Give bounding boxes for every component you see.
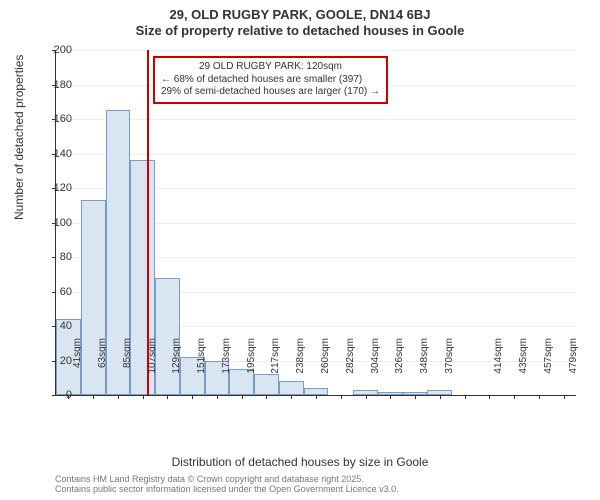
footer-line-2: Contains public sector information licen…	[55, 484, 399, 494]
ytick-label: 20	[32, 355, 72, 367]
y-axis-label: Number of detached properties	[12, 55, 26, 220]
xtick-label: 414sqm	[493, 338, 504, 398]
xtick-label: 370sqm	[444, 338, 455, 398]
xtick-mark	[465, 395, 466, 399]
ytick-label: 40	[32, 320, 72, 332]
ytick-label: 0	[32, 389, 72, 401]
xtick-label: 435sqm	[518, 338, 529, 398]
ytick-label: 120	[32, 182, 72, 194]
xtick-mark	[217, 395, 218, 399]
footer-attribution: Contains HM Land Registry data © Crown c…	[55, 474, 399, 495]
ytick-label: 80	[32, 251, 72, 263]
xtick-label: 260sqm	[320, 338, 331, 398]
xtick-mark	[242, 395, 243, 399]
xtick-label: 326sqm	[394, 338, 405, 398]
ytick-label: 60	[32, 286, 72, 298]
xtick-mark	[366, 395, 367, 399]
gridline-h	[56, 154, 576, 155]
xtick-mark	[341, 395, 342, 399]
annotation-box: 29 OLD RUGBY PARK: 120sqm← 68% of detach…	[153, 56, 388, 104]
ytick-label: 180	[32, 79, 72, 91]
xtick-mark	[316, 395, 317, 399]
chart-title-sub: Size of property relative to detached ho…	[0, 22, 600, 38]
xtick-mark	[415, 395, 416, 399]
xtick-mark	[118, 395, 119, 399]
chart-title-main: 29, OLD RUGBY PARK, GOOLE, DN14 6BJ	[0, 0, 600, 22]
plot-area: 41sqm63sqm85sqm107sqm129sqm151sqm173sqm1…	[55, 50, 576, 396]
ytick-label: 140	[32, 148, 72, 160]
xtick-mark	[266, 395, 267, 399]
property-marker-line	[147, 50, 149, 395]
xtick-mark	[167, 395, 168, 399]
ytick-label: 100	[32, 217, 72, 229]
xtick-label: 304sqm	[370, 338, 381, 398]
gridline-h	[56, 50, 576, 51]
ytick-label: 160	[32, 113, 72, 125]
x-axis-label: Distribution of detached houses by size …	[0, 455, 600, 469]
xtick-label: 457sqm	[543, 338, 554, 398]
xtick-label: 479sqm	[568, 338, 579, 398]
annotation-line-1: 29 OLD RUGBY PARK: 120sqm	[161, 61, 380, 74]
xtick-mark	[390, 395, 391, 399]
xtick-mark	[440, 395, 441, 399]
xtick-mark	[564, 395, 565, 399]
xtick-mark	[143, 395, 144, 399]
gridline-h	[56, 119, 576, 120]
xtick-mark	[514, 395, 515, 399]
xtick-mark	[489, 395, 490, 399]
chart-container: 29, OLD RUGBY PARK, GOOLE, DN14 6BJ Size…	[0, 0, 600, 500]
footer-line-1: Contains HM Land Registry data © Crown c…	[55, 474, 399, 484]
annotation-line-3: 29% of semi-detached houses are larger (…	[161, 86, 380, 99]
ytick-label: 200	[32, 44, 72, 56]
xtick-mark	[192, 395, 193, 399]
annotation-line-2: ← 68% of detached houses are smaller (39…	[161, 74, 380, 87]
xtick-mark	[291, 395, 292, 399]
xtick-mark	[93, 395, 94, 399]
xtick-mark	[539, 395, 540, 399]
